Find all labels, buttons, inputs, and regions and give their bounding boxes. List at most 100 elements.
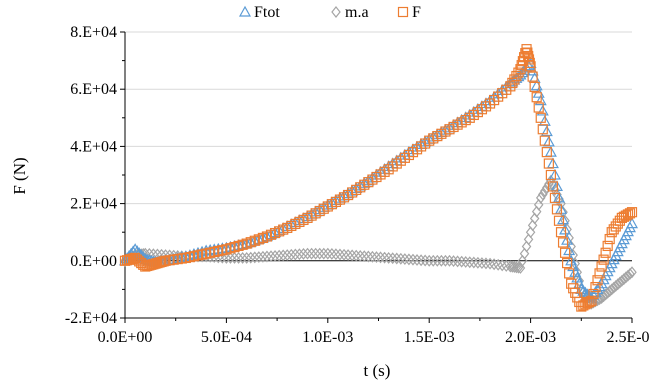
legend-label: Ftot <box>254 4 280 21</box>
legend-triangle-marker <box>238 5 252 17</box>
diamond-marker <box>241 251 252 264</box>
square-marker <box>553 215 565 226</box>
square-marker <box>525 61 536 72</box>
diamond-marker <box>501 259 512 272</box>
square-marker <box>524 57 535 68</box>
diamond-marker <box>452 255 463 268</box>
diamond-marker <box>396 252 406 265</box>
diamond-marker <box>473 256 483 269</box>
diamond-marker <box>343 249 353 262</box>
diamond-marker <box>335 248 345 261</box>
square-marker <box>594 268 605 279</box>
triangle-marker <box>540 125 553 137</box>
diamond-marker <box>391 252 402 265</box>
square-marker <box>513 67 524 78</box>
diamond-marker <box>237 251 248 264</box>
diamond-marker <box>347 249 357 262</box>
diamond-marker <box>531 205 542 218</box>
diamond-marker <box>456 255 467 268</box>
diamond-marker <box>533 198 544 211</box>
square-marker <box>624 208 636 219</box>
diamond-marker <box>420 254 430 267</box>
square-marker <box>626 207 638 218</box>
diamond-marker <box>327 247 337 260</box>
diamond-marker <box>363 250 374 263</box>
legend-square-marker <box>397 6 409 18</box>
triangle-marker <box>542 135 555 147</box>
diamond-marker <box>387 252 398 265</box>
tick-labels: -2.E+04 0.E+00 2.E+04 4.E+04 6.E+04 8.E+04 0.0… <box>65 24 650 346</box>
square-marker <box>521 44 532 55</box>
square-marker <box>592 275 603 286</box>
x-tick-label: 0.0E+00 <box>98 329 153 346</box>
diamond-marker <box>517 254 528 267</box>
square-marker <box>598 254 609 265</box>
diamond-marker <box>519 247 530 260</box>
diamond-marker <box>245 251 256 264</box>
square-marker <box>545 169 556 181</box>
diamond-marker <box>529 212 540 225</box>
diamond-marker <box>286 248 297 261</box>
diamond-marker <box>310 247 321 260</box>
diamond-marker <box>375 251 386 264</box>
square-marker <box>523 50 534 62</box>
x-tick-label: 2.5E-03 <box>606 329 650 346</box>
diamond-marker <box>339 248 349 261</box>
diamond-marker <box>302 247 313 260</box>
diamond-marker <box>351 249 361 262</box>
square-marker <box>537 124 548 135</box>
diamond-marker <box>262 250 272 263</box>
diamond-marker <box>481 257 491 270</box>
legend-label: F <box>412 4 421 21</box>
diamond-marker <box>424 254 434 267</box>
diamond-marker <box>274 249 284 262</box>
diamond-marker <box>404 253 414 266</box>
square-marker <box>522 47 533 58</box>
diamond-marker <box>258 250 268 263</box>
triangle-marker <box>536 104 549 116</box>
y-tick-label: 6.E+04 <box>70 81 117 98</box>
x-tick-label: 2.0E-03 <box>505 329 556 346</box>
square-marker <box>531 92 542 103</box>
square-marker <box>586 295 597 306</box>
y-tick-label: 0.E+00 <box>70 253 117 270</box>
diamond-marker <box>233 251 244 264</box>
y-tick-label: 2.E+04 <box>70 196 117 213</box>
diamond-marker <box>493 258 503 271</box>
diamond-marker <box>278 249 288 262</box>
square-marker <box>600 247 611 258</box>
diamond-marker <box>331 248 341 261</box>
y-tick-label: 8.E+04 <box>70 24 117 41</box>
diamond-marker <box>314 247 325 260</box>
diamond-marker <box>323 247 333 260</box>
diamond-marker <box>521 240 532 253</box>
diamond-marker <box>477 257 487 270</box>
diamond-marker <box>523 233 534 246</box>
square-marker <box>596 261 607 272</box>
diamond-marker <box>379 251 390 264</box>
series-layer <box>118 44 639 312</box>
square-marker <box>539 135 550 146</box>
diamond-marker <box>400 253 410 266</box>
diamond-marker <box>383 251 394 264</box>
square-marker <box>588 288 599 300</box>
triangle-marker <box>534 94 547 106</box>
diamond-marker <box>505 260 516 273</box>
square-marker <box>604 233 615 245</box>
square-marker <box>551 204 563 215</box>
diamond-marker <box>440 254 451 267</box>
square-marker <box>602 240 613 252</box>
diamond-marker <box>489 258 499 271</box>
series-triangle <box>118 57 639 303</box>
diamond-marker <box>408 253 418 266</box>
diamond-marker <box>511 261 522 274</box>
square-marker <box>543 158 554 169</box>
diamond-marker <box>266 250 276 263</box>
square-marker <box>523 54 535 65</box>
diamond-marker <box>469 256 479 269</box>
square-marker <box>549 192 561 203</box>
legend-diamond-marker <box>331 6 341 18</box>
y-tick-label: -2.E+04 <box>65 310 117 327</box>
x-tick-label: 1.0E-03 <box>302 329 353 346</box>
